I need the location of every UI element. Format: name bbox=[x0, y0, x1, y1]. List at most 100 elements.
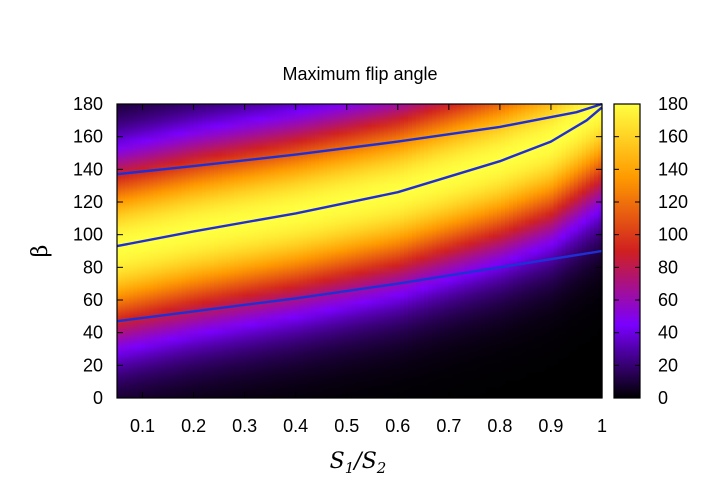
heatmap-slice bbox=[306, 104, 312, 398]
heatmap-slice bbox=[133, 104, 138, 398]
heatmap-slice bbox=[500, 104, 506, 398]
x-label-sub1: 1 bbox=[345, 459, 355, 477]
heatmap-slice bbox=[193, 104, 199, 398]
contour-middle bbox=[116, 106, 603, 248]
heatmap-slice bbox=[157, 104, 163, 398]
y-tick-label: 100 bbox=[73, 225, 103, 245]
heatmap-slice bbox=[311, 104, 316, 398]
heatmap-slice bbox=[505, 104, 510, 398]
axis-ticks: 0.1 0.2 0.3 0.4 0.5 0.6 0.7 0.8 0.9 1 0 20 40 60 80 100… bbox=[73, 94, 607, 436]
heatmap-slice bbox=[529, 104, 534, 398]
heatmap-slice bbox=[545, 104, 551, 398]
heatmap-slice bbox=[129, 104, 134, 398]
contour-lower bbox=[116, 249, 603, 323]
heatmap-slice bbox=[319, 104, 324, 398]
y-tick-label: 60 bbox=[83, 290, 103, 310]
heatmap-slice bbox=[428, 104, 433, 398]
heatmap-slice bbox=[189, 104, 195, 398]
colorbar-tick-label: 0 bbox=[658, 388, 668, 408]
heatmap-slice bbox=[468, 104, 474, 398]
heatmap-slice bbox=[513, 104, 518, 398]
x-label-sub2: 2 bbox=[376, 459, 387, 477]
heatmap-slice bbox=[541, 104, 547, 398]
heatmap-slice bbox=[294, 104, 300, 398]
y-tick-label: 140 bbox=[73, 159, 103, 179]
heatmap-slice bbox=[452, 104, 458, 398]
y-tick-label: 120 bbox=[73, 192, 103, 212]
chart-title: Maximum flip angle bbox=[282, 64, 437, 84]
colorbar-tick-label: 40 bbox=[658, 323, 678, 343]
heatmap-slice bbox=[581, 104, 587, 398]
heatmap-slice bbox=[573, 104, 579, 398]
colorbar-tick-label: 20 bbox=[658, 355, 678, 375]
heatmap-slice bbox=[549, 104, 555, 398]
heatmap-slice bbox=[521, 104, 526, 398]
heatmap-slice bbox=[226, 104, 231, 398]
heatmap-slice bbox=[258, 104, 264, 398]
heatmap-slice bbox=[323, 104, 328, 398]
heatmap-slice bbox=[424, 104, 429, 398]
colorbar-gradient bbox=[613, 103, 641, 399]
heatmap-slice bbox=[125, 104, 130, 398]
x-tick-label: 0.6 bbox=[385, 416, 410, 436]
x-label-base1: S bbox=[330, 449, 345, 474]
heatmap-slice bbox=[509, 104, 514, 398]
x-tick-label: 0.3 bbox=[232, 416, 257, 436]
heatmap-slice bbox=[165, 104, 171, 398]
heatmap-slice bbox=[137, 104, 142, 398]
heatmap-slice bbox=[161, 104, 167, 398]
heatmap-slice bbox=[359, 104, 365, 398]
heatmap-slice bbox=[201, 104, 207, 398]
heatmap-slice bbox=[121, 104, 126, 398]
heatmap-slice bbox=[327, 104, 332, 398]
heatmap-slice bbox=[331, 104, 336, 398]
heatmap-slice bbox=[234, 104, 239, 398]
colorbar-tick-label: 100 bbox=[658, 225, 688, 245]
contour-upper bbox=[116, 102, 603, 176]
x-label-slash: / bbox=[352, 449, 364, 474]
heatmap-slice bbox=[205, 104, 211, 398]
heatmap-slice bbox=[286, 104, 292, 398]
heatmap-slice bbox=[484, 104, 490, 398]
heatmap-slice bbox=[149, 104, 154, 398]
heatmap-slice bbox=[412, 104, 417, 398]
heatmap-slice bbox=[355, 104, 361, 398]
heatmap-slice bbox=[391, 104, 397, 398]
heatmap-slice bbox=[553, 104, 559, 398]
heatmap-slice bbox=[476, 104, 482, 398]
plot-area bbox=[117, 104, 603, 398]
heatmap-slice bbox=[496, 104, 502, 398]
heatmap-slice bbox=[197, 104, 203, 398]
heatmap-slice bbox=[436, 104, 441, 398]
heatmap-slice bbox=[363, 104, 369, 398]
heatmap-slice bbox=[230, 104, 235, 398]
x-tick-label: 0.9 bbox=[538, 416, 563, 436]
x-tick-label: 0.5 bbox=[334, 416, 359, 436]
heatmap-slice bbox=[375, 104, 381, 398]
heatmap-slice bbox=[282, 104, 288, 398]
heatmap-slice bbox=[488, 104, 494, 398]
x-tick-label: 0.2 bbox=[181, 416, 206, 436]
heatmap-slice bbox=[173, 104, 179, 398]
heatmap-slice bbox=[557, 104, 563, 398]
heatmap-slice bbox=[335, 104, 340, 398]
heatmap-slice bbox=[589, 104, 595, 398]
heatmap-slice bbox=[141, 104, 146, 398]
heatmap-slice bbox=[177, 104, 183, 398]
heatmap-slice bbox=[262, 104, 268, 398]
heatmap-slice bbox=[569, 104, 575, 398]
colorbar-tick-label: 180 bbox=[658, 94, 688, 114]
heatmap-slice bbox=[266, 104, 272, 398]
heatmap-slice bbox=[448, 104, 454, 398]
heatmap-slice bbox=[270, 104, 276, 398]
contour-lines bbox=[116, 102, 603, 323]
heatmap-slice bbox=[250, 104, 256, 398]
heatmap-slice bbox=[367, 104, 373, 398]
heatmap-slice bbox=[577, 104, 583, 398]
heatmap-slice bbox=[480, 104, 486, 398]
heatmap-slice bbox=[561, 104, 567, 398]
colorbar: 0 20 40 60 80 100 120 140 160 180 bbox=[613, 94, 688, 408]
heatmap-slice bbox=[254, 104, 260, 398]
